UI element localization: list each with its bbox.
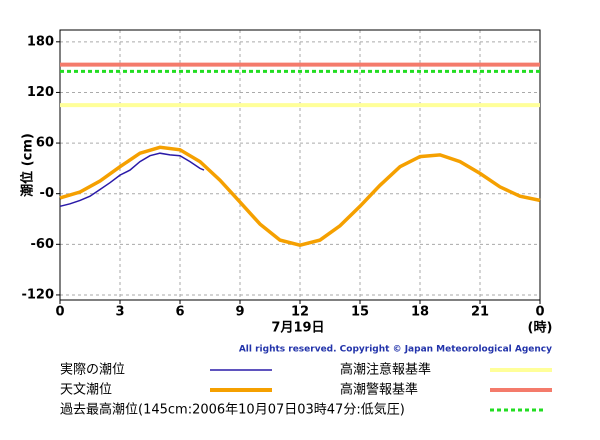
x-tick-label: 9 [235, 305, 244, 320]
y-tick-label: -60 [31, 237, 55, 252]
legend-label: 過去最高潮位(145cm:2006年10月07日03時47分:低気圧) [60, 402, 405, 418]
x-tick-label: 0 [535, 305, 544, 320]
copyright: All rights reserved. Copyright © Japan M… [239, 345, 552, 355]
legend-label: 天文潮位 [60, 383, 112, 398]
legend-label: 実際の潮位 [60, 362, 125, 378]
y-tick-label: -0 [40, 186, 54, 201]
x-unit: (時) [528, 320, 553, 336]
series-line [59, 145, 541, 248]
y-tick-label: -120 [21, 287, 54, 302]
x-tick-label: 21 [471, 305, 489, 320]
legend-label: 高潮警報基準 [340, 382, 418, 398]
x-tick-label: 6 [175, 305, 184, 320]
y-tick-label: 180 [27, 34, 54, 49]
series-line [59, 152, 205, 208]
x-tick-label: 15 [351, 305, 369, 320]
y-tick-label: 60 [36, 136, 54, 151]
x-tick-label: 3 [115, 305, 124, 320]
x-axis-label: 7月19日 [271, 321, 324, 336]
x-tick-label: 12 [291, 305, 309, 320]
plot-frame [59, 29, 541, 301]
y-tick-label: 120 [27, 85, 54, 100]
x-tick-label: 18 [411, 305, 429, 320]
y-axis-label: 潮位 (cm) [20, 133, 36, 197]
x-tick-label: 0 [55, 305, 64, 320]
legend-label: 高潮注意報基準 [340, 362, 431, 378]
